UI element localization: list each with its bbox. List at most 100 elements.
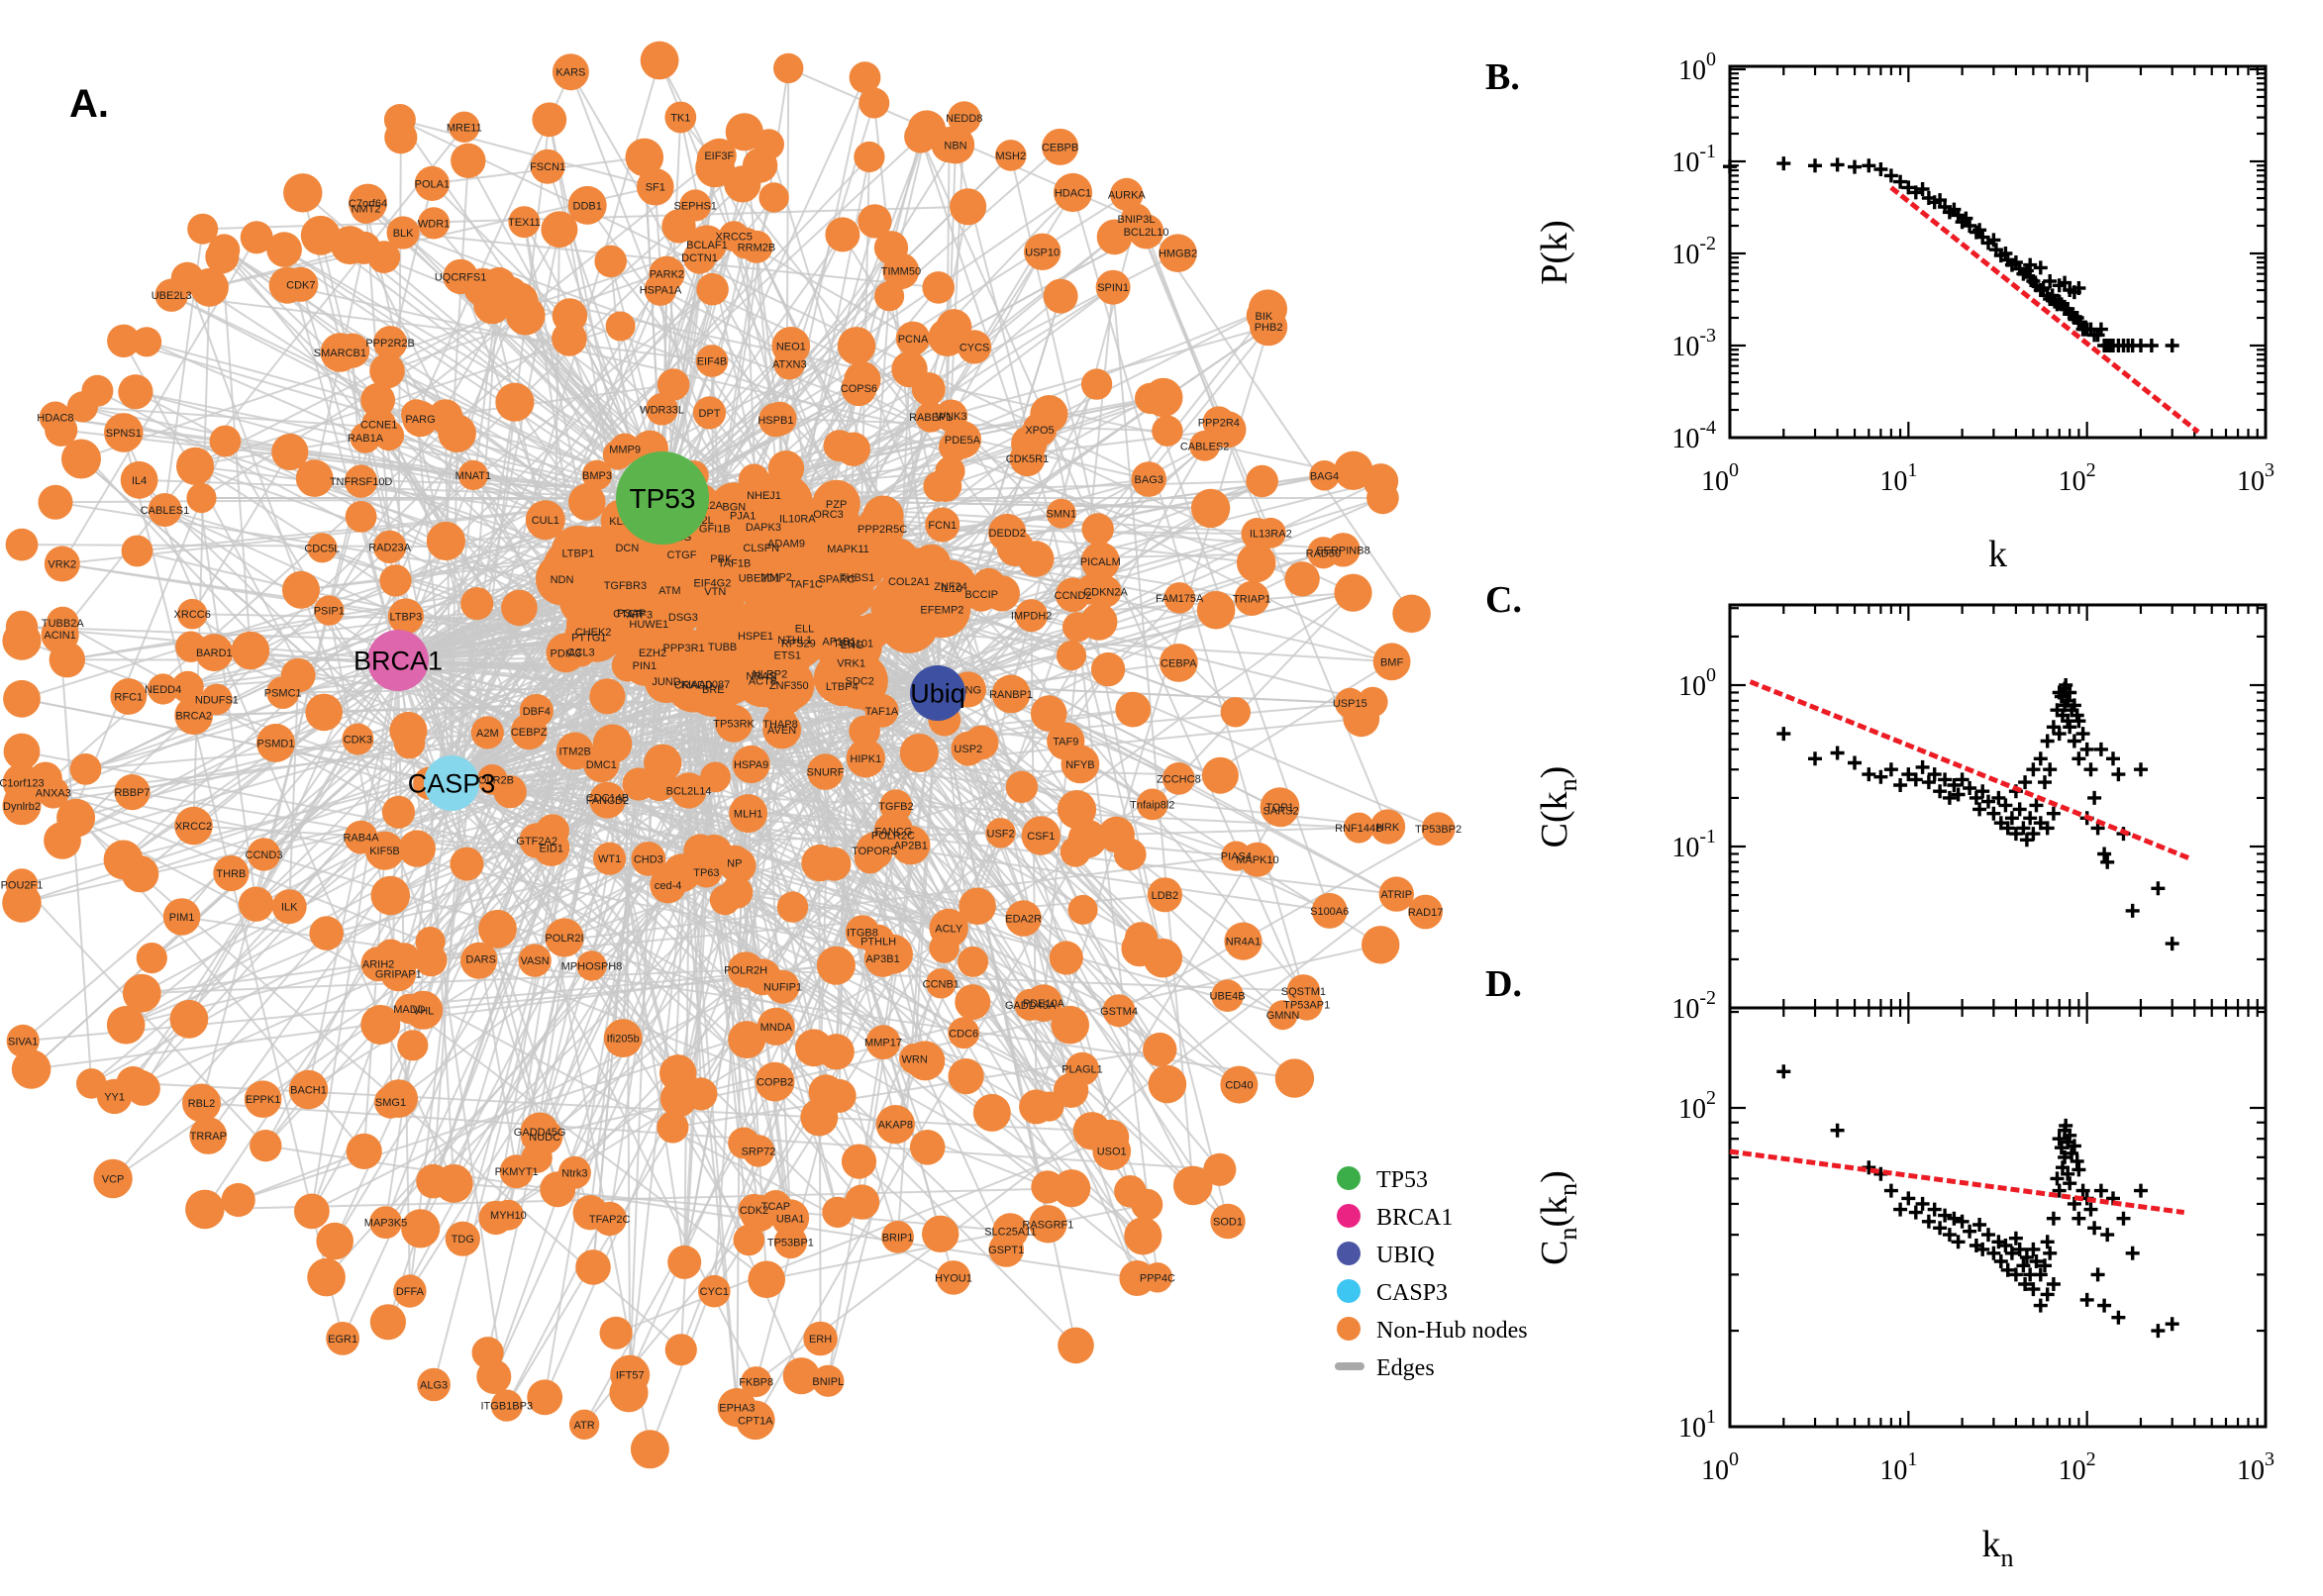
network-node-label: EZH2	[639, 648, 666, 659]
data-point	[2008, 827, 2023, 842]
network-node	[773, 1225, 808, 1259]
network-node-label: GRIPAP1	[375, 968, 422, 980]
network-node	[1311, 892, 1348, 929]
network-node	[771, 1199, 810, 1238]
network-node	[209, 425, 242, 457]
network-node	[1114, 838, 1147, 871]
network-node-label: EID1	[539, 843, 562, 854]
network-edge	[827, 218, 1138, 1382]
network-edge	[59, 429, 325, 714]
network-node-label: C1orf123	[0, 777, 45, 789]
plot-frame	[1728, 64, 2268, 440]
network-node-label: HIPK1	[850, 753, 881, 765]
network-node	[695, 345, 729, 377]
network-node-label: IL13RA2	[1250, 528, 1292, 540]
network-node	[369, 352, 405, 389]
data-point	[1986, 806, 2001, 821]
network-node	[926, 968, 957, 999]
network-node	[345, 501, 377, 533]
network-node	[736, 1400, 775, 1441]
y-tick-label: 100	[1678, 49, 1716, 86]
data-point	[2116, 1211, 2131, 1226]
data-point	[1955, 772, 1970, 787]
network-node-label: CDC5L	[304, 543, 340, 554]
network-node	[909, 1130, 946, 1165]
network-node-label: CCL3	[567, 647, 595, 658]
network-node	[1053, 1072, 1089, 1109]
network-node-label: VCP	[102, 1174, 125, 1186]
data-point	[2071, 714, 2086, 729]
network-edge	[679, 625, 722, 1350]
network-node-label: MAPK11	[827, 544, 869, 555]
x-tick-label: 101	[1879, 1448, 1917, 1486]
data-point	[2065, 1146, 2079, 1160]
data-point	[1963, 781, 1977, 795]
y-tick-label: 10-2	[1671, 233, 1716, 270]
data-point	[2125, 1246, 2140, 1260]
network-node-label: THBS1	[840, 572, 874, 584]
data-point	[1776, 727, 1791, 742]
network-node	[107, 324, 141, 357]
network-node-label: DBF4	[523, 706, 551, 718]
network-node-label: TNFRSF10D	[330, 476, 393, 488]
network-node-label: NBN	[944, 140, 966, 151]
network-node-label: TEX11	[508, 217, 541, 229]
network-node	[1358, 686, 1388, 718]
network-edge	[505, 692, 939, 1407]
network-edge	[919, 136, 1029, 459]
network-node	[1162, 762, 1195, 795]
network-edge	[125, 962, 379, 1027]
y-tick-label: 10-2	[1671, 987, 1716, 1025]
network-node	[576, 950, 607, 981]
data-point	[2018, 1277, 2033, 1291]
network-node-label: PJA1	[730, 511, 756, 523]
data-point	[2087, 1221, 2102, 1236]
network-node	[895, 321, 931, 356]
network-node-label: TOPORS	[852, 846, 897, 857]
network-edge	[171, 294, 713, 362]
network-node-label: NDN	[551, 574, 574, 586]
network-edge	[564, 652, 680, 1100]
network-node-label: TAF1C	[789, 579, 823, 591]
y-axis-title: Cn(kn)	[1534, 1170, 1582, 1265]
network-node-label: ZCCHC8	[1157, 773, 1201, 785]
network-node	[1030, 695, 1067, 732]
data-point	[2100, 854, 2115, 869]
network-edge	[388, 288, 714, 549]
scatter-points	[1723, 156, 2179, 352]
network-node-label: EIF3F	[704, 150, 734, 162]
data-point	[2100, 1228, 2115, 1243]
network-node-label: NFYB	[1065, 759, 1094, 771]
network-node-label: PICALM	[1080, 556, 1121, 568]
network-node	[1051, 1005, 1089, 1045]
network-node-label: MYH10	[490, 1210, 527, 1222]
data-point	[1963, 1224, 1977, 1239]
network-node	[307, 533, 338, 563]
data-point	[1927, 1202, 1942, 1217]
network-node-label: RBL2	[188, 1098, 216, 1110]
network-node	[525, 500, 565, 541]
network-node	[1172, 1165, 1213, 1206]
data-point	[1848, 755, 1862, 770]
network-node	[1124, 1217, 1162, 1255]
network-node	[266, 232, 302, 267]
network-node-label: COPB2	[757, 1077, 793, 1089]
network-node-label: MRE11	[447, 122, 482, 134]
data-point	[2038, 775, 2052, 790]
network-node-label: RPS29	[781, 639, 816, 650]
data-point	[2050, 1171, 2065, 1186]
network-node	[1081, 513, 1114, 546]
network-node-label: SERPINB8	[1316, 545, 1369, 556]
network-edge	[678, 1002, 1045, 1100]
network-node	[450, 847, 484, 881]
network-node	[864, 693, 899, 728]
data-point	[2067, 734, 2081, 748]
data-point	[1915, 759, 1930, 774]
data-point	[2052, 727, 2067, 742]
hub-node-ubiq	[910, 665, 965, 721]
data-point	[2019, 1249, 2034, 1264]
network-node	[1372, 643, 1411, 681]
network-node-label: BAG3	[1135, 474, 1163, 486]
x-axis-title: kn	[1982, 1524, 2014, 1572]
